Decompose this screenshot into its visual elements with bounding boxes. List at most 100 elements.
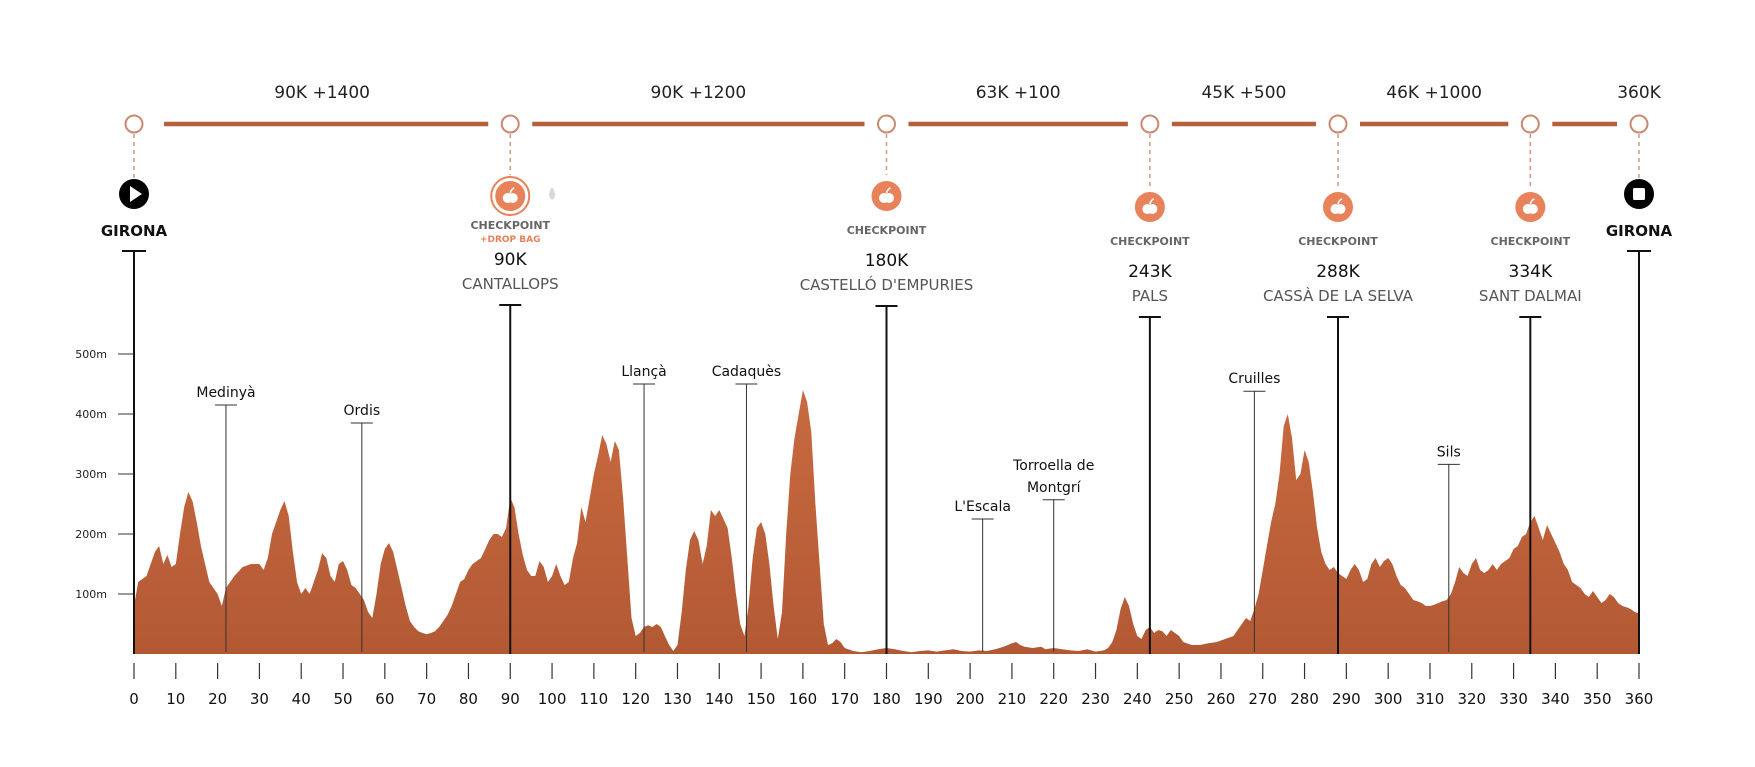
apple-glyph-right <box>1335 204 1346 214</box>
segment-label: 46K +1000 <box>1386 83 1482 103</box>
checkpoint-place: SANT DALMAI <box>1479 287 1582 305</box>
checkpoint-km: 288K <box>1316 262 1360 282</box>
town-label: Sils <box>1437 444 1461 460</box>
x-tick-label: 100 <box>538 690 567 708</box>
apple-glyph-stem <box>1529 198 1535 205</box>
town-label: Medinyà <box>196 385 255 401</box>
apple-glyph-right <box>884 193 894 203</box>
x-tick-label: 230 <box>1081 690 1110 708</box>
apple-icon <box>871 181 902 211</box>
x-tick-label: 120 <box>621 690 650 708</box>
x-tick-label: 180 <box>872 690 901 708</box>
x-tick-label: 160 <box>789 690 818 708</box>
checkpoint-label: CHECKPOINT <box>1491 235 1571 248</box>
x-tick-label: 90 <box>501 690 520 708</box>
x-tick-label: 110 <box>580 690 609 708</box>
town-label: Ordis <box>344 403 381 419</box>
x-tick-label: 270 <box>1248 690 1277 708</box>
town-label: Cadaquès <box>712 364 782 380</box>
segment-label: 90K +1200 <box>651 83 747 103</box>
apple-glyph-stem <box>509 187 515 194</box>
x-tick-label: 60 <box>375 690 394 708</box>
x-tick-label: 360 <box>1625 690 1654 708</box>
x-tick-label: 250 <box>1165 690 1194 708</box>
play-glyph <box>130 186 142 202</box>
checkpoint-place: PALS <box>1132 287 1168 305</box>
town-label: L'Escala <box>954 499 1011 515</box>
y-axis: 100m 200m 300m 400m 500m <box>75 348 134 601</box>
x-tick-label: 20 <box>208 690 227 708</box>
apple-glyph-right <box>1527 204 1538 214</box>
start-name: GIRONA <box>101 222 168 240</box>
apple-glyph-stem <box>1149 198 1155 205</box>
x-tick-label: 10 <box>166 690 185 708</box>
total-distance-label: 360K <box>1617 83 1661 103</box>
x-tick-label: 240 <box>1123 690 1152 708</box>
x-tick-label: 50 <box>333 690 352 708</box>
x-tick-label: 290 <box>1332 690 1361 708</box>
town-label: Torroella de <box>1012 458 1094 474</box>
checkpoint-km: 90K <box>494 250 528 270</box>
y-tick-label: 300m <box>75 468 107 481</box>
location-markers: GIRONA GIRONA CHECKPOINT +DROP BAG 90K CANTAL… <box>101 134 1673 654</box>
x-tick-label: 300 <box>1374 690 1403 708</box>
x-tick-label: 220 <box>1039 690 1068 708</box>
apple-glyph-stem <box>885 187 891 194</box>
drop-bag-label: +DROP BAG <box>480 235 541 245</box>
apple-icon <box>1515 192 1546 222</box>
y-tick-label: 500m <box>75 348 107 361</box>
town-label: Llançà <box>621 364 666 380</box>
checkpoint-place: CASSÀ DE LA SELVA <box>1263 286 1414 305</box>
checkpoint-km: 243K <box>1128 262 1172 282</box>
x-tick-label: 320 <box>1457 690 1486 708</box>
y-tick-label: 400m <box>75 408 107 421</box>
x-tick-label: 330 <box>1499 690 1528 708</box>
x-tick-label: 170 <box>830 690 859 708</box>
x-tick-label: 200 <box>956 690 985 708</box>
checkpoint-place: CASTELLÓ D'EMPURIES <box>800 275 974 294</box>
x-tick-label: 150 <box>747 690 776 708</box>
x-tick-label: 80 <box>459 690 478 708</box>
stop-icon <box>1624 179 1654 209</box>
town-label: Cruilles <box>1228 371 1280 387</box>
x-tick-label: 280 <box>1290 690 1319 708</box>
x-tick-label: 340 <box>1541 690 1570 708</box>
checkpoint-place: CANTALLOPS <box>462 275 559 293</box>
x-tick-label: 40 <box>292 690 311 708</box>
x-tick-label: 70 <box>417 690 436 708</box>
apple-glyph-right <box>507 193 518 203</box>
timeline-node <box>1328 114 1348 134</box>
x-tick-label: 310 <box>1416 690 1445 708</box>
apple-glyph-stem <box>1337 198 1343 205</box>
x-tick-label: 130 <box>663 690 692 708</box>
segment-label: 90K +1400 <box>274 83 370 103</box>
checkpoint-label: CHECKPOINT <box>847 224 927 237</box>
segment-label: 63K +100 <box>976 83 1061 103</box>
checkpoint-label: CHECKPOINT <box>470 219 550 232</box>
timeline-node <box>500 114 520 134</box>
timeline-node <box>1629 114 1649 134</box>
timeline-node <box>124 114 144 134</box>
y-tick-label: 100m <box>75 588 107 601</box>
timeline-node <box>1140 114 1160 134</box>
checkpoint-label: CHECKPOINT <box>1110 235 1190 248</box>
finish-name: GIRONA <box>1606 222 1673 240</box>
x-tick-label: 140 <box>705 690 734 708</box>
y-tick-label: 200m <box>75 528 107 541</box>
apple-icon <box>490 176 531 216</box>
checkpoint-label: CHECKPOINT <box>1298 235 1378 248</box>
x-tick-label: 350 <box>1583 690 1612 708</box>
apple-glyph-right <box>1147 204 1158 214</box>
segment-label: 45K +500 <box>1201 83 1286 103</box>
checkpoint-km: 180K <box>865 251 909 271</box>
checkpoint-km: 334K <box>1509 262 1553 282</box>
timeline-node <box>877 114 896 134</box>
timeline-node <box>1520 114 1540 134</box>
water-drop-icon <box>549 187 556 200</box>
stop-glyph <box>1633 188 1645 200</box>
x-tick-label: 0 <box>129 690 139 708</box>
x-axis: 0 10 20 30 40 50 60 70 80 90 100 110 120 130 140 150 160… <box>129 663 1653 708</box>
route-timeline: 90K +1400 90K +1200 63K +100 45K +500 46K +1… <box>124 83 1662 134</box>
x-tick-label: 260 <box>1207 690 1236 708</box>
